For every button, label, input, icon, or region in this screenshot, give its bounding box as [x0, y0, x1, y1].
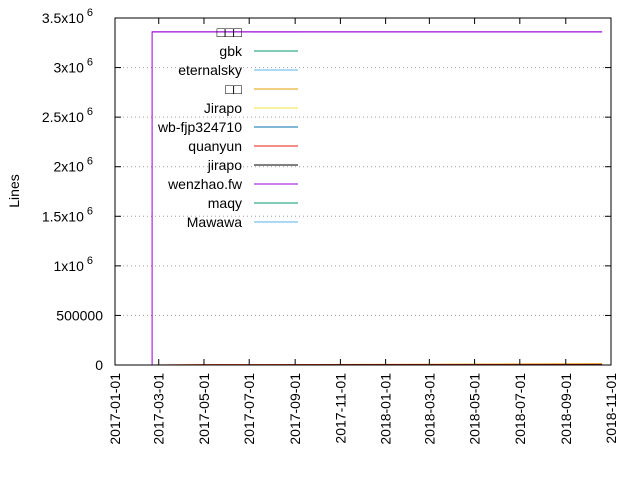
gridlines [115, 67, 611, 316]
x-tick-label: 2017-01-01 [107, 373, 123, 445]
y-tick-label: 1x10 6 [54, 255, 93, 274]
legend: □□□ gbk eternalsky □□ Jirapo wb-fjp324710 quan… [157, 24, 298, 230]
y-tick-exponent: 6 [87, 156, 93, 168]
y-tick-label: 3x10 6 [54, 57, 93, 76]
y-tick-base: 2x10 [54, 159, 85, 175]
legend-label: Jirapo [204, 100, 242, 116]
x-tick-label: 2017-05-01 [196, 373, 212, 445]
legend-label: quanyun [188, 138, 242, 154]
x-tick-label: 2017-09-01 [287, 373, 303, 445]
x-tick-label: 2018-05-01 [467, 373, 483, 445]
plot-frame [114, 17, 612, 366]
y-tick-label: 2.5x10 6 [42, 106, 93, 125]
x-tick-label: 2017-11-01 [332, 373, 348, 444]
legend-label: □□ [225, 81, 242, 97]
y-tick-base: 1x10 [54, 258, 85, 274]
legend-label: eternalsky [178, 62, 242, 78]
x-tick-label: 2018-01-01 [378, 373, 394, 445]
y-tick-base: 3x10 [54, 60, 85, 76]
y-tick-exponent: 6 [87, 106, 93, 118]
y-tick-base: 2.5x10 [42, 109, 84, 125]
y-tick-base: 1.5x10 [42, 208, 84, 224]
legend-label: gbk [219, 43, 243, 59]
y-tick-base: 3.5x10 [42, 10, 84, 26]
y-tick-label: 500000 [56, 307, 103, 323]
y-tick-label: 3.5x10 6 [42, 7, 93, 26]
legend-label: Mawawa [187, 214, 242, 230]
y-tick-exponent: 6 [87, 7, 93, 19]
y-axis-label: Lines [6, 174, 22, 207]
legend-label: jirapo [207, 157, 242, 173]
legend-label: □□□ [217, 24, 243, 40]
y-tick-label: 0 [95, 357, 103, 373]
y-tick-exponent: 6 [87, 57, 93, 69]
y-tick-label: 1.5x10 6 [42, 205, 93, 224]
x-tick-label: 2018-03-01 [421, 373, 437, 445]
x-tick-label: 2017-03-01 [151, 373, 167, 445]
legend-label: maqy [208, 195, 242, 211]
legend-label: wb-fjp324710 [157, 119, 242, 135]
x-tick-label: 2018-11-01 [603, 373, 619, 444]
series-line [115, 31, 603, 366]
x-tick-label: 2018-07-01 [512, 373, 528, 445]
series-lines [115, 31, 603, 366]
legend-label: wenzhao.fw [167, 176, 243, 192]
y-tick-exponent: 6 [87, 255, 93, 267]
x-tick-label: 2018-09-01 [558, 373, 574, 445]
y-tick-exponent: 6 [87, 205, 93, 217]
x-axis: 2017-01-01 2017-03-01 2017-05-01 2017-07-01… [107, 18, 619, 445]
x-tick-label: 2017-07-01 [241, 373, 257, 445]
y-tick-label: 2x10 6 [54, 156, 93, 175]
